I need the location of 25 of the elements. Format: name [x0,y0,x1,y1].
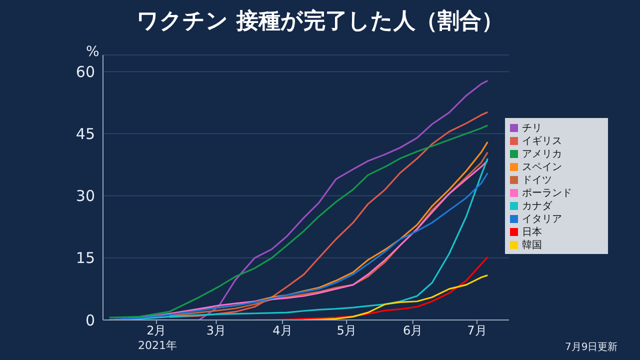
y-axis-title: % [86,44,100,60]
x-tick-label: 6月 [403,324,423,338]
x-tick-label: 7月 [467,324,487,338]
y-tick-label: 45 [76,124,95,143]
chart-title: ワクチン 接種が完了した人（割合） [136,8,504,36]
legend-label: ポーランド [522,186,572,200]
y-tick-label: 30 [76,187,95,206]
legend-label: チリ [522,122,542,134]
y-tick-label: 60 [76,62,95,81]
legend-label: スペイン [522,160,562,174]
x-tick-label: 4月 [272,324,292,338]
x-tick-label: 2月 [146,324,166,338]
legend-label: イギリス [522,134,562,148]
legend-label: 韓国 [522,238,542,252]
y-tick-label: 15 [76,249,95,268]
legend-label: 日本 [522,226,542,238]
legend-label: イタリア [522,212,562,226]
legend-label: ドイツ [522,174,552,186]
legend-label: カナダ [522,200,552,212]
legend-label: アメリカ [522,148,562,160]
x-tick-label: 3月 [206,324,226,338]
y-tick-label: 0 [85,311,95,330]
text: 7月9日更新 [565,340,618,354]
x-tick-label: 5月 [336,324,356,338]
text: 2021年 [138,338,177,353]
